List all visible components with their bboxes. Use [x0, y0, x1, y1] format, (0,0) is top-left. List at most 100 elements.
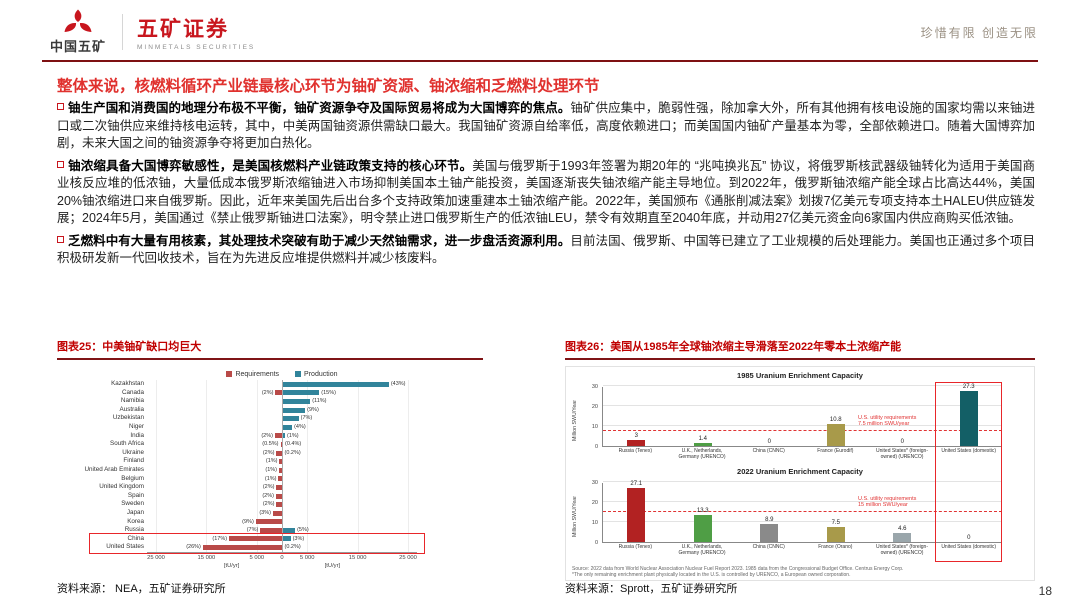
requirements-bar: [279, 459, 282, 465]
y-tick-label: 20: [591, 500, 598, 506]
gridline: [603, 405, 1002, 406]
requirements-bar: [280, 441, 282, 447]
tornado-row: Uzbekistan (7%): [113, 414, 417, 423]
gridline: [156, 380, 157, 552]
tornado-row: India (2%) (1%): [130, 432, 417, 441]
y-tick-label: 20: [591, 404, 598, 410]
country-label: Sweden: [121, 500, 144, 508]
header: 中国五矿 五矿证券 MINMETALS SECURITIES 珍惜有限 创造无限: [42, 8, 1038, 56]
category-label: Russia (Tenex): [618, 544, 653, 550]
requirements-bar: [276, 450, 282, 456]
country-label: Belgium: [121, 474, 144, 482]
country-label: Namibia: [120, 397, 144, 405]
gridline: [307, 380, 309, 552]
category-label: China (CNNC): [752, 544, 785, 550]
plot-area: U.S. utility requirements 15 million SWU/…: [602, 481, 1002, 543]
bar-area: (2%) (15%): [147, 389, 417, 398]
country-label: Ukraine: [122, 448, 144, 456]
bar-area: (1%): [147, 457, 417, 466]
annotation-line: U.S. utility requirements: [858, 414, 917, 421]
tornado-row: Japan (3%): [127, 509, 417, 518]
production-bar: [282, 381, 389, 387]
requirements-bar: [229, 536, 282, 542]
production-bar: [282, 441, 283, 447]
chart-footnote: Source: 2022 data from World Nuclear Ass…: [572, 566, 1030, 578]
body-bullets: 铀生产国和消费国的地理分布极不平衡，铀矿资源争夺及国际贸易将成为大国博弈的焦点。…: [57, 100, 1035, 273]
figure-25-title: 图表25：中美铀矿缺口均巨大: [57, 338, 483, 360]
bar-value-label: 3: [634, 433, 638, 439]
figure-25: 图表25：中美铀矿缺口均巨大 Requirements Production Ka…: [57, 338, 483, 574]
requirements-value-label: (9%): [242, 518, 254, 525]
tornado-row: Canada (2%) (15%): [122, 389, 417, 398]
requirements-value-label: (17%): [212, 535, 228, 542]
gridline: [603, 425, 1002, 426]
bar-area: (2%): [147, 483, 417, 492]
brand-block: 五矿证券 MINMETALS SECURITIES: [137, 13, 255, 51]
y-tick-label: 10: [591, 424, 598, 430]
bar: [826, 424, 845, 446]
footnote-line-1: Source: 2022 data from World Nuclear Ass…: [572, 566, 904, 572]
figure-25-source: 资料来源： NEA，五矿证券研究所: [57, 583, 226, 595]
production-bar: [282, 450, 283, 456]
category-label: U.K., Netherlands, Germany (URENCO): [678, 544, 726, 556]
country-label: United Arab Emirates: [84, 465, 145, 473]
requirements-value-label: (2%): [262, 484, 275, 491]
gridline: [603, 481, 1002, 482]
plot-area: U.S. utility requirements 7.5 million SWU…: [602, 384, 1002, 447]
production-bar: [282, 527, 296, 533]
country-label: China: [127, 534, 144, 542]
chart-title: 1985 Uranium Enrichment Capacity: [737, 371, 863, 380]
bar-area: (2%) (0.2%): [147, 449, 417, 458]
category-label: United States* (foreign-owned) (URENCO): [876, 544, 929, 556]
tornado-row: Sweden (2%): [121, 500, 417, 509]
requirements-bar: [275, 493, 282, 499]
bar-value-label: 10.8: [829, 417, 842, 424]
requirements-value-label: (0.5%): [262, 441, 279, 448]
annotation-line: 7.5 million SWU/year: [858, 421, 910, 428]
annotation-line: U.S. utility requirements: [858, 495, 917, 502]
y-tick-label: 0: [594, 444, 598, 450]
bar-value-label: 7.5: [831, 520, 840, 526]
bar-area: (7%) (5%): [147, 526, 417, 535]
category-label: France (Orano): [818, 544, 853, 550]
bar-area: (0.5%) (0.4%): [147, 440, 417, 449]
figure-26-source: 资料来源：Sprott，五矿证券研究所: [565, 583, 738, 595]
requirements-value-label: (7%): [246, 527, 259, 534]
bar: [959, 391, 978, 446]
company-name: 中国五矿: [49, 39, 106, 54]
bullet-paragraph: 铀浓缩具备大国博弈敏感性，是美国核燃料产业链政策支持的核心环节。美国与俄罗斯于1…: [57, 158, 1035, 228]
bar-area: (9%): [147, 518, 417, 527]
enrichment-chart-2022: 2022 Uranium Enrichment Capacity Million …: [568, 467, 1032, 563]
bullet-square-icon: [57, 235, 64, 243]
requirements-bar: [275, 390, 282, 396]
country-label: Spain: [127, 491, 144, 499]
bar-value-label: 13.3: [696, 508, 709, 515]
requirements-bar: [278, 476, 282, 482]
tornado-row: Namibia (11%): [121, 397, 417, 406]
axis-tick-label: 25 000: [147, 554, 165, 561]
country-label: Kazakhstan: [111, 380, 144, 387]
bar: [693, 443, 712, 446]
production-bar: [282, 536, 291, 542]
chart-legend: Requirements Production: [147, 368, 417, 380]
header-divider: [122, 14, 123, 50]
production-value-label: (0.4%): [285, 441, 302, 448]
page-number: 18: [1038, 584, 1052, 598]
chart-title: 2022 Uranium Enrichment Capacity: [737, 467, 863, 476]
requirements-value-label: (26%): [186, 544, 201, 551]
bar-area: (2%) (1%): [147, 432, 417, 441]
country-label: Russia: [124, 526, 144, 534]
y-tick-label: 10: [591, 520, 598, 526]
requirements-value-label: (1%): [264, 475, 277, 482]
axis-tick-label: 25 000: [399, 554, 417, 561]
country-label: Canada: [121, 388, 144, 396]
requirement-dashed-line: [603, 511, 1002, 512]
tornado-row: United Arab Emirates (1%): [85, 466, 417, 475]
requirement-annotation: U.S. utility requirements 15 million SWU/…: [858, 496, 930, 509]
figure-26: 图表26：美国从1985年全球铀浓缩主导滑落至2022年零本土浓缩产能 1985…: [565, 338, 1035, 581]
country-label: South Africa: [110, 440, 144, 448]
country-label: Finland: [123, 457, 144, 465]
tornado-row: Korea (9%): [127, 518, 417, 527]
bar-area: (3%): [147, 509, 417, 518]
legend-label: Production: [304, 370, 338, 378]
